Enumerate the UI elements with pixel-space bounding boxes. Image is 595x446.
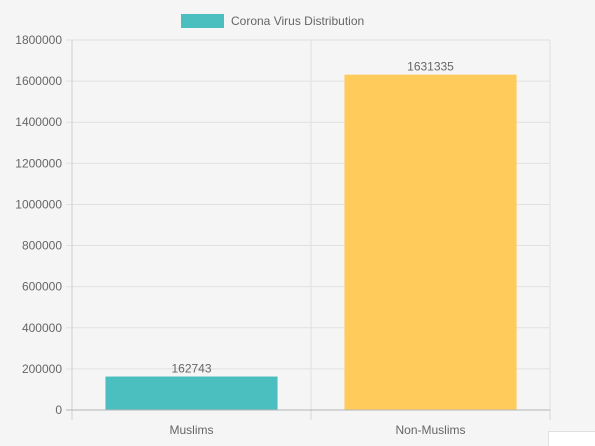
bar-non-muslims[interactable] — [344, 74, 517, 410]
legend[interactable]: Corona Virus Distribution — [181, 14, 364, 28]
y-tick-label: 1400000 — [15, 115, 62, 129]
bars — [105, 74, 517, 410]
y-tick-label: 1800000 — [15, 33, 62, 47]
x-tick-label: Muslims — [170, 423, 214, 437]
grid-lines — [72, 39, 551, 410]
bar-value-label: 162743 — [171, 362, 211, 376]
y-tick-label: 1200000 — [15, 156, 62, 170]
x-axis-tick-labels: Muslims Non-Muslims — [170, 423, 466, 437]
y-tick-label: 600000 — [22, 280, 62, 294]
y-tick-label: 1000000 — [15, 197, 62, 211]
legend-swatch — [181, 14, 224, 28]
corner-widget — [548, 431, 595, 446]
legend-label: Corona Virus Distribution — [231, 14, 364, 28]
y-tick-label: 200000 — [22, 362, 62, 376]
bar-value-label: 1631335 — [407, 60, 454, 74]
data-labels: 162743 1631335 — [171, 60, 454, 376]
x-tick-label: Non-Muslims — [395, 423, 465, 437]
y-axis-tick-labels: 0 200000 400000 600000 800000 1000000 1200000 1… — [15, 33, 62, 417]
bar-muslims[interactable] — [105, 376, 278, 410]
y-tick-label: 800000 — [22, 239, 62, 253]
y-tick-label: 0 — [55, 403, 62, 417]
y-tick-label: 1600000 — [15, 74, 62, 88]
axes — [66, 39, 551, 420]
y-tick-label: 400000 — [22, 321, 62, 335]
